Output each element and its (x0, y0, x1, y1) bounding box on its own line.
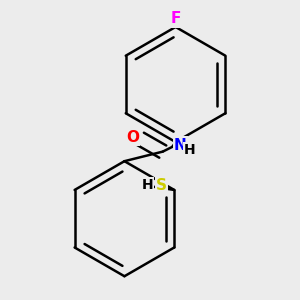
Text: O: O (126, 130, 139, 145)
Text: S: S (156, 178, 167, 193)
Text: F: F (170, 11, 181, 26)
Text: N: N (174, 138, 187, 153)
Text: H: H (184, 143, 196, 157)
Text: H: H (141, 178, 153, 192)
